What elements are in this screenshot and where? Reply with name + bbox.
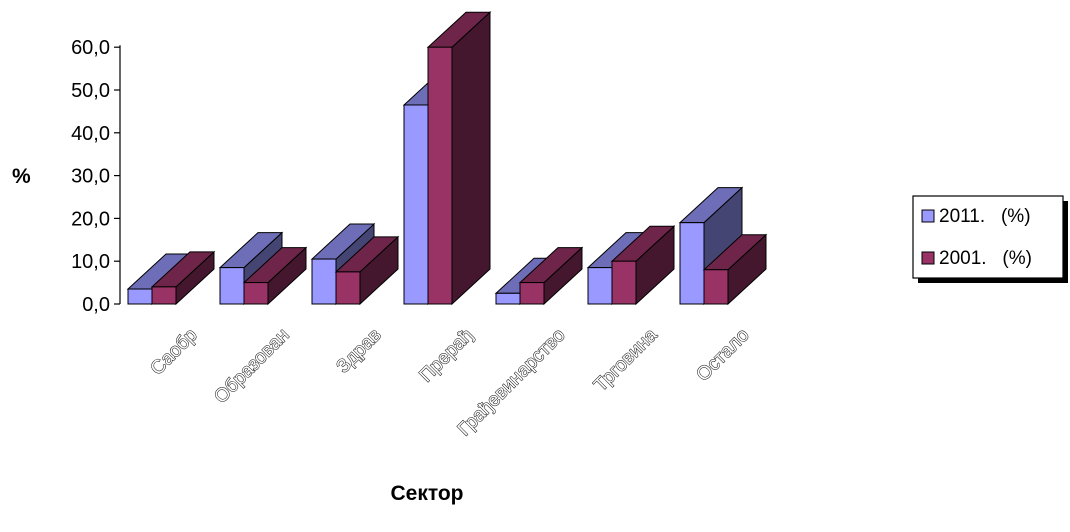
- y-tick-label: 0,0: [82, 294, 110, 316]
- x-axis-title: Сектор: [390, 482, 463, 505]
- x-tick-label: Остало: [693, 325, 754, 386]
- y-axis-title: %: [12, 165, 31, 188]
- bar: [150, 250, 216, 306]
- bars-layer: [126, 11, 768, 306]
- x-tick-label: Саобр: [147, 325, 202, 380]
- bar: [426, 11, 492, 306]
- x-tick-label: Здрав: [333, 325, 386, 378]
- bar: [610, 225, 676, 306]
- legend-swatch-2011: [921, 209, 935, 223]
- x-tick-label: Прерађ: [416, 325, 478, 387]
- y-tick-label: 10,0: [71, 251, 110, 273]
- x-tick-label: Трговина: [590, 324, 662, 396]
- legend-label-2001: 2001. (%): [939, 248, 1032, 269]
- bar: [334, 235, 400, 306]
- bar: [242, 246, 308, 306]
- y-tick-label: 50,0: [71, 80, 110, 102]
- legend-label-2011: 2011. (%): [939, 206, 1031, 227]
- bar: [518, 246, 584, 306]
- bar: [702, 233, 768, 306]
- legend: 2011. (%) 2001. (%): [912, 195, 1068, 283]
- y-tick-label: 20,0: [71, 208, 110, 230]
- y-tick-label: 30,0: [71, 166, 110, 188]
- y-axis: 0,0 10,0 20,0 30,0 40,0 50,0 60,0: [71, 37, 121, 316]
- y-tick-label: 60,0: [71, 37, 110, 59]
- y-tick-label: 40,0: [71, 123, 110, 145]
- x-tick-label: Образован: [210, 325, 293, 408]
- legend-swatch-2001: [921, 251, 935, 265]
